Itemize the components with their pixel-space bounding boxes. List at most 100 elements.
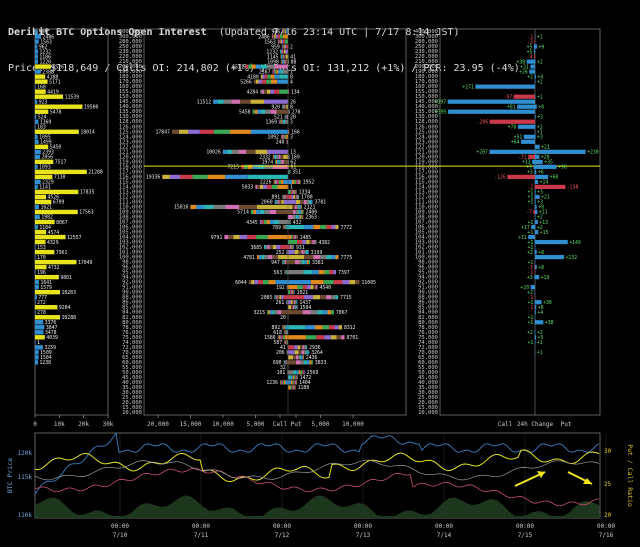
put-oi-segment — [293, 370, 297, 375]
strike-label-right: 250,000 — [415, 44, 438, 50]
put-oi-segment — [292, 385, 294, 390]
call-oi-segment — [276, 159, 279, 164]
call-oi-segment — [267, 74, 271, 79]
call-oi-segment — [264, 244, 266, 250]
call-oi-label: 892 — [272, 325, 281, 331]
call-oi-segment — [279, 335, 281, 340]
call-change-bar — [528, 154, 535, 159]
call-oi-segment — [281, 380, 282, 385]
pcr-axis-tick: 20 — [604, 512, 612, 519]
call-change-bar — [534, 275, 535, 280]
put-oi-label: 1404 — [299, 380, 311, 386]
call-oi-segment — [282, 49, 284, 54]
put-oi-segment — [292, 204, 295, 210]
total-axis-tick-label: 0 — [33, 421, 37, 428]
put-oi-segment — [302, 239, 307, 245]
call-oi-segment — [285, 325, 287, 330]
pcr-axis-title: Put / Call Ratio — [626, 444, 634, 507]
total-oi-bar — [35, 79, 48, 84]
put-oi-label: 3381 — [312, 260, 324, 266]
call-oi-segment — [261, 89, 265, 94]
call-change-bar — [534, 39, 535, 44]
strike-label: 109,000 — [119, 209, 142, 215]
strike-label-right: 117,000 — [415, 169, 438, 175]
put-change-bar — [535, 335, 537, 340]
put-oi-segment — [288, 234, 292, 240]
call-oi-segment — [274, 69, 277, 74]
put-oi-segment — [288, 214, 293, 220]
call-oi-segment — [263, 184, 268, 190]
total-axis-tick-label: 30k — [103, 421, 114, 428]
call-oi-segment — [284, 59, 286, 64]
call-oi-segment — [258, 280, 263, 285]
call-oi-label: 9791 — [211, 235, 223, 241]
call-oi-segment — [283, 325, 285, 330]
put-oi-label: 2400 — [306, 210, 318, 216]
call-oi-segment — [270, 310, 273, 315]
put-oi-segment — [297, 209, 300, 215]
call-oi-segment — [257, 184, 260, 190]
strike-label: 74,000 — [122, 340, 142, 346]
call-oi-segment — [171, 129, 179, 134]
strike-label: 135,000 — [119, 109, 142, 115]
put-oi-segment — [296, 300, 297, 305]
call-oi-segment — [264, 74, 268, 79]
call-oi-label: 4284 — [247, 89, 259, 95]
strike-label: 103,000 — [119, 240, 142, 246]
call-oi-segment — [285, 29, 287, 34]
call-change-label: +1 — [527, 320, 533, 326]
call-change-label: +207 — [476, 150, 488, 156]
call-oi-segment — [277, 184, 288, 190]
strike-label-right: 78,000 — [418, 325, 438, 331]
strike-label-right: 50,000 — [418, 370, 438, 376]
call-oi-segment — [259, 219, 262, 225]
call-change-label: +13 — [522, 160, 531, 166]
put-oi-segment — [335, 254, 339, 260]
put-oi-segment — [288, 280, 311, 285]
strike-label-right: 112,000 — [415, 194, 438, 200]
put-oi-segment — [288, 179, 293, 185]
put-oi-segment — [296, 194, 298, 200]
put-oi-segment — [295, 259, 299, 265]
put-change-bar — [535, 239, 568, 245]
call-change-label: -97 — [503, 94, 512, 100]
total-oi-label: 11539 — [65, 94, 80, 100]
strike-label-right: 15,000 — [418, 405, 438, 411]
call-oi-segment — [283, 380, 286, 385]
strike-label-right: 30,000 — [418, 390, 438, 396]
call-change-bar — [531, 224, 535, 230]
call-oi-segment — [252, 109, 255, 114]
strike-label: 108,000 — [119, 214, 142, 220]
put-oi-segment — [312, 270, 319, 275]
strike-label: 150,000 — [119, 94, 142, 100]
strike-label-right: 160,000 — [415, 84, 438, 90]
put-oi-segment — [322, 325, 330, 330]
call-oi-segment — [225, 204, 240, 210]
total-oi-label: 1232 — [39, 49, 51, 55]
strike-label-right: 123,000 — [415, 139, 438, 145]
total-oi-bar — [35, 259, 77, 265]
call-oi-segment — [278, 159, 280, 164]
call-oi-segment — [250, 129, 288, 134]
total-oi-label: 1579 — [40, 285, 52, 291]
put-change-label: +4 — [537, 310, 543, 316]
put-oi-label: 1 — [290, 69, 293, 75]
put-oi-label: 4382 — [318, 240, 330, 246]
call-oi-segment — [248, 280, 252, 285]
put-oi-segment — [291, 194, 294, 200]
put-change-label: +2 — [537, 79, 543, 85]
put-oi-segment — [288, 169, 289, 174]
put-change-bar — [535, 209, 538, 215]
put-oi-segment — [300, 355, 302, 360]
call-oi-segment — [277, 310, 282, 315]
put-oi-segment — [290, 189, 293, 195]
total-oi-bar — [35, 320, 44, 325]
total-oi-label: 4574 — [48, 230, 60, 236]
strike-label: 250,000 — [119, 44, 142, 50]
total-oi-label: 1220 — [39, 59, 51, 65]
call-oi-segment — [270, 79, 278, 84]
put-oi-segment — [288, 219, 290, 225]
total-oi-label: 9801 — [60, 275, 72, 281]
call-oi-segment — [275, 295, 277, 300]
callput-axis-tick-label: 5,000 — [246, 421, 264, 428]
